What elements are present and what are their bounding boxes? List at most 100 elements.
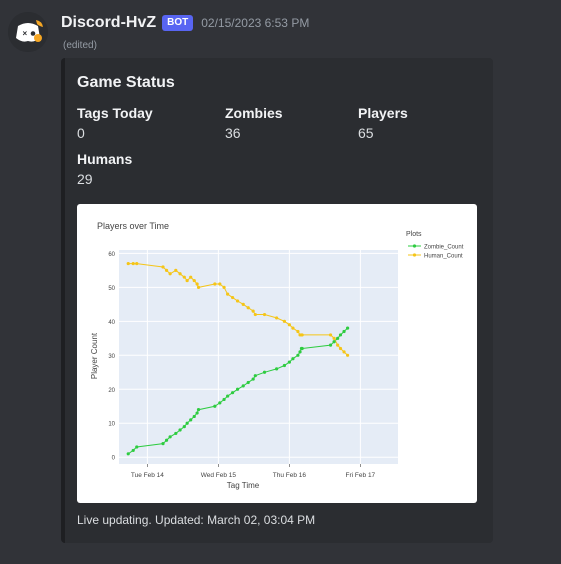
data-point-zombie_count: [135, 445, 138, 448]
data-point-human_count: [263, 313, 266, 316]
data-point-human_count: [193, 279, 196, 282]
field-value: 36: [225, 125, 283, 141]
y-tick-label: 10: [108, 422, 115, 428]
x-tick-label: Fri Feb 17: [346, 472, 376, 479]
legend-swatch-marker: [413, 253, 416, 256]
x-axis-ticks: Tue Feb 14 Wed Feb 15 Thu Feb 16 Fri Feb 17: [131, 464, 376, 479]
data-point-zombie_count: [339, 333, 342, 336]
data-point-human_count: [165, 269, 168, 272]
data-point-human_count: [339, 347, 342, 350]
data-point-zombie_count: [252, 377, 255, 380]
y-tick-label: 50: [108, 286, 115, 292]
plot-area: [119, 250, 398, 464]
y-axis-ticks: 0 10 20 30 40 50 60: [108, 252, 115, 462]
field-players: Players 65: [358, 105, 408, 141]
data-point-zombie_count: [231, 391, 234, 394]
field-name: Players: [358, 105, 408, 121]
x-tick-label: Wed Feb 15: [201, 472, 237, 479]
data-point-human_count: [329, 333, 332, 336]
data-point-zombie_count: [346, 327, 349, 330]
field-tags-today: Tags Today 0: [77, 105, 153, 141]
data-point-human_count: [336, 344, 339, 347]
data-point-zombie_count: [197, 408, 200, 411]
data-point-human_count: [195, 282, 198, 285]
data-point-human_count: [197, 286, 200, 289]
data-point-zombie_count: [247, 381, 250, 384]
data-point-zombie_count: [288, 360, 291, 363]
data-point-zombie_count: [283, 364, 286, 367]
y-tick-label: 30: [108, 354, 115, 360]
data-point-zombie_count: [254, 374, 257, 377]
legend-label: Human_Count: [424, 254, 463, 260]
data-point-zombie_count: [291, 357, 294, 360]
data-point-human_count: [183, 276, 186, 279]
data-point-zombie_count: [183, 425, 186, 428]
data-point-zombie_count: [218, 401, 221, 404]
chart-image[interactable]: Players over Time 0 10 20 30 40 50 60 Tue Feb …: [77, 204, 477, 503]
data-point-zombie_count: [132, 449, 135, 452]
data-point-human_count: [213, 282, 216, 285]
bot-badge: BOT: [162, 15, 193, 31]
y-tick-label: 40: [108, 320, 115, 326]
data-point-zombie_count: [296, 354, 299, 357]
message-header: Discord-HvZ BOT 02/15/2023 6:53 PM: [61, 12, 309, 34]
data-point-zombie_count: [333, 340, 336, 343]
y-tick-label: 60: [108, 252, 115, 258]
data-point-zombie_count: [336, 337, 339, 340]
data-point-human_count: [135, 262, 138, 265]
message-timestamp[interactable]: 02/15/2023 6:53 PM: [201, 16, 309, 30]
y-axis-label: Player Count: [90, 332, 99, 379]
data-point-human_count: [254, 313, 257, 316]
data-point-human_count: [132, 262, 135, 265]
data-point-zombie_count: [329, 344, 332, 347]
data-point-zombie_count: [301, 347, 304, 350]
data-point-human_count: [127, 262, 130, 265]
data-point-human_count: [283, 320, 286, 323]
data-point-zombie_count: [161, 442, 164, 445]
data-point-zombie_count: [275, 367, 278, 370]
legend-swatch-marker: [413, 244, 416, 247]
data-point-zombie_count: [193, 415, 196, 418]
field-name: Humans: [77, 151, 132, 167]
svg-text:×: ×: [23, 29, 28, 38]
data-point-zombie_count: [222, 398, 225, 401]
data-point-human_count: [218, 282, 221, 285]
data-point-human_count: [226, 293, 229, 296]
discord-logo-icon: ×: [8, 12, 48, 52]
legend-title: Plots: [406, 231, 422, 238]
field-name: Tags Today: [77, 105, 153, 121]
data-point-zombie_count: [189, 418, 192, 421]
data-point-human_count: [222, 286, 225, 289]
data-point-human_count: [342, 350, 345, 353]
data-point-human_count: [333, 337, 336, 340]
y-tick-label: 0: [112, 456, 116, 462]
data-point-zombie_count: [127, 452, 130, 455]
data-point-zombie_count: [226, 394, 229, 397]
data-point-zombie_count: [236, 388, 239, 391]
data-point-zombie_count: [186, 422, 189, 425]
x-tick-label: Tue Feb 14: [131, 472, 164, 479]
x-tick-label: Thu Feb 16: [273, 472, 307, 479]
y-tick-label: 20: [108, 388, 115, 394]
embed: Game Status Tags Today 0 Zombies 36 Play…: [61, 58, 493, 543]
edited-label: (edited): [63, 40, 97, 51]
data-point-zombie_count: [342, 330, 345, 333]
data-point-human_count: [275, 316, 278, 319]
field-zombies: Zombies 36: [225, 105, 283, 141]
data-point-human_count: [231, 296, 234, 299]
data-point-human_count: [296, 330, 299, 333]
data-point-human_count: [236, 299, 239, 302]
data-point-human_count: [346, 354, 349, 357]
players-over-time-chart: Players over Time 0 10 20 30 40 50 60 Tue Feb …: [77, 204, 477, 503]
embed-footer: Live updating. Updated: March 02, 03:04 …: [77, 513, 315, 527]
bot-avatar[interactable]: ×: [8, 12, 48, 52]
field-value: 65: [358, 125, 408, 141]
data-point-zombie_count: [174, 432, 177, 435]
data-point-human_count: [242, 303, 245, 306]
data-point-human_count: [161, 265, 164, 268]
data-point-human_count: [174, 269, 177, 272]
username[interactable]: Discord-HvZ: [61, 14, 156, 32]
data-point-human_count: [247, 306, 250, 309]
data-point-human_count: [189, 276, 192, 279]
embed-title: Game Status: [77, 74, 175, 92]
